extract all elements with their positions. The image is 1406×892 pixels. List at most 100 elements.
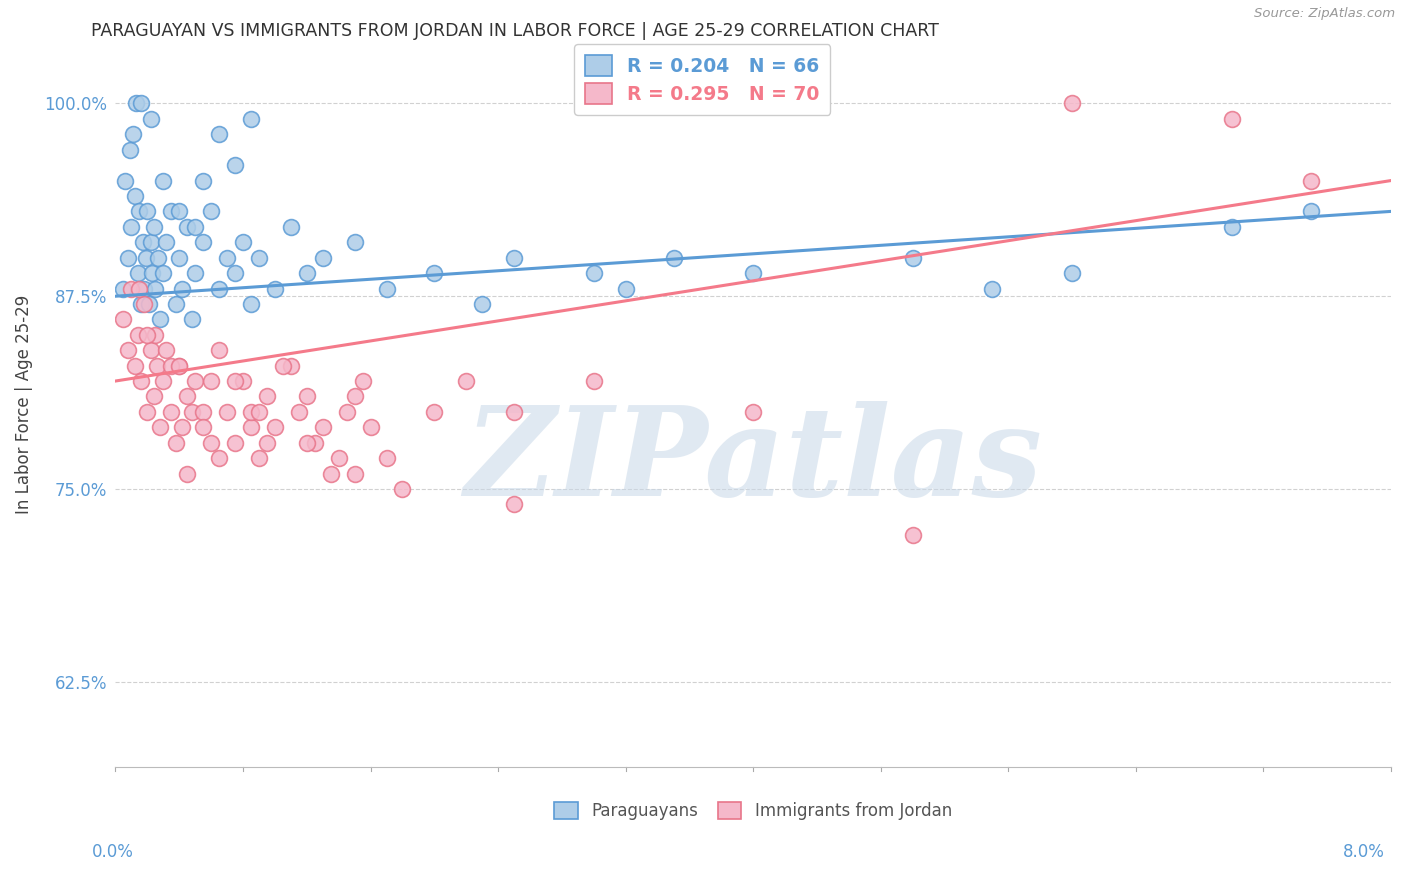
Point (143, 281, 166, 295)
Point (224, 158, 246, 172)
Point (280, 219, 302, 234)
Point (247, 251, 270, 265)
Point (1301, 204, 1323, 219)
Point (167, 359, 190, 373)
Point (143, 327, 166, 342)
Point (146, 359, 169, 373)
Point (148, 251, 170, 265)
Point (264, 281, 287, 295)
Point (129, 96, 152, 111)
Point (139, 235, 162, 250)
Point (295, 266, 318, 280)
Point (215, 405, 238, 419)
Point (503, 405, 526, 419)
Point (184, 266, 207, 280)
Point (160, 204, 183, 219)
Point (1220, 219, 1243, 234)
Point (343, 235, 366, 250)
Point (167, 204, 190, 219)
Point (336, 405, 359, 419)
Point (352, 374, 374, 388)
Point (117, 251, 139, 265)
Point (208, 128, 231, 142)
Point (149, 312, 172, 326)
Point (375, 451, 398, 466)
Point (503, 497, 526, 511)
Point (172, 420, 194, 434)
Point (240, 420, 263, 434)
Y-axis label: In Labor Force | Age 25-29: In Labor Force | Age 25-29 (15, 294, 32, 514)
Point (200, 204, 222, 219)
Text: 8.0%: 8.0% (1343, 843, 1385, 861)
Point (224, 374, 246, 388)
Point (247, 405, 270, 419)
Point (112, 281, 135, 295)
Point (662, 251, 685, 265)
Point (423, 266, 446, 280)
Point (191, 405, 214, 419)
Point (142, 389, 165, 403)
Text: PARAGUAYAN VS IMMIGRANTS FROM JORDAN IN LABOR FORCE | AGE 25-29 CORRELATION CHAR: PARAGUAYAN VS IMMIGRANTS FROM JORDAN IN … (91, 22, 939, 40)
Point (120, 219, 142, 234)
Point (319, 467, 342, 481)
Point (271, 359, 294, 373)
Point (208, 281, 231, 295)
Point (167, 251, 190, 265)
Point (901, 528, 924, 542)
Point (901, 251, 924, 265)
Point (124, 359, 146, 373)
Point (295, 389, 318, 403)
Point (343, 389, 366, 403)
Point (125, 96, 148, 111)
Point (360, 420, 382, 434)
Text: Source: ZipAtlas.com: Source: ZipAtlas.com (1254, 7, 1395, 21)
Point (1301, 173, 1323, 187)
Point (232, 374, 254, 388)
Point (160, 359, 183, 373)
Point (136, 204, 159, 219)
Text: ZIPatlas: ZIPatlas (464, 401, 1042, 523)
Point (1062, 96, 1084, 111)
Point (139, 343, 162, 358)
Point (128, 281, 150, 295)
Point (176, 389, 198, 403)
Point (191, 235, 214, 250)
Point (280, 359, 302, 373)
Point (582, 374, 605, 388)
Point (200, 435, 222, 450)
Point (224, 435, 246, 450)
Point (118, 143, 141, 157)
Point (134, 297, 156, 311)
Point (129, 374, 152, 388)
Point (176, 219, 198, 234)
Point (343, 467, 366, 481)
Point (165, 435, 187, 450)
Point (471, 297, 494, 311)
Point (136, 405, 159, 419)
Point (129, 297, 152, 311)
Point (375, 281, 398, 295)
Point (165, 297, 187, 311)
Point (122, 128, 145, 142)
Point (224, 266, 246, 280)
Point (191, 420, 214, 434)
Point (117, 343, 139, 358)
Point (456, 374, 478, 388)
Point (172, 281, 194, 295)
Point (742, 266, 765, 280)
Point (181, 312, 204, 326)
Point (304, 435, 326, 450)
Point (288, 405, 311, 419)
Point (138, 297, 160, 311)
Point (131, 235, 153, 250)
Point (423, 405, 446, 419)
Point (981, 281, 1004, 295)
Point (200, 374, 222, 388)
Point (184, 219, 207, 234)
Point (328, 451, 350, 466)
Point (112, 312, 135, 326)
Point (152, 266, 174, 280)
Point (149, 420, 172, 434)
Point (114, 173, 136, 187)
Point (742, 405, 765, 419)
